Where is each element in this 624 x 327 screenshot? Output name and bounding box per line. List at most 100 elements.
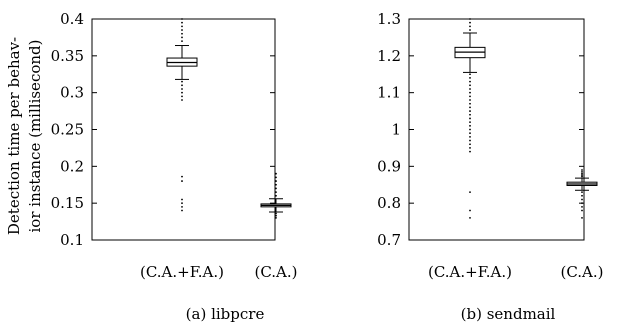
outlier-point [581,205,583,208]
outlier-point [275,194,277,197]
y-tick-label: 0.9 [377,157,401,175]
y-tick-label: 0.4 [60,10,84,28]
outlier-point [581,172,583,175]
boxes-libpcre [166,18,292,219]
outlier-point [469,102,471,105]
y-tick-label: 1.2 [377,47,401,65]
outlier-point [275,217,277,219]
outlier-point [181,84,183,87]
panel-sendmail: 0.7 0.8 0.9 1 1.1 1.2 1.3 (C.A.+F.A.) (C.A.) (… [377,10,603,323]
category-label-libpcre-0: (C.A.+F.A.) [140,263,224,281]
plot-frame-libpcre [91,18,276,241]
outlier-point [469,91,471,94]
box-libpcre-1 [260,172,292,219]
outlier-point [181,32,183,35]
outlier-point [469,95,471,98]
outlier-point [181,198,183,201]
outlier-point [181,25,183,28]
boxes-sendmail [454,18,598,219]
outlier-point [581,202,583,205]
outlier-point [469,150,471,153]
outlier-point [181,18,183,20]
y-tick-label: 0.8 [377,194,401,212]
outlier-point [275,180,277,182]
y-ticks-sendmail: 0.7 0.8 0.9 1 1.1 1.2 1.3 [377,10,584,249]
outlier-point [581,175,583,178]
outlier-point [469,88,471,90]
y-tick-label: 1 [391,121,401,139]
outlier-point [581,217,583,219]
y-axis-label-line-2: ior instance (millisecond) [26,40,44,233]
outlier-point [181,180,183,182]
outlier-point [469,84,471,87]
caption-sendmail: (b) sendmail [461,305,556,323]
outlier-point [275,214,277,217]
outlier-point [181,91,183,94]
outlier-point [469,77,471,79]
outlier-point [581,198,583,201]
outlier-point [275,212,277,215]
outlier-point [469,106,471,109]
outlier-point [581,191,583,194]
box-sendmail-0 [454,18,486,219]
outlier-point [469,99,471,101]
outlier-point [469,110,471,112]
outlier-point [581,209,583,212]
outlier-point [181,29,183,31]
outlier-point [275,187,277,190]
y-tick-label: 0.15 [51,194,84,212]
outlier-point [469,80,471,83]
outlier-point [181,175,183,178]
outlier-point [581,170,583,173]
outlier-point [469,191,471,194]
outlier-point [469,217,471,219]
y-tick-label: 1.3 [377,10,401,28]
outlier-point [469,143,471,146]
outlier-point [181,80,183,83]
y-tick-label: 0.25 [51,121,84,139]
outlier-point [469,209,471,212]
plot-frame-sendmail [408,18,585,241]
outlier-point [181,36,183,39]
outlier-point [469,139,471,142]
y-tick-label: 0.2 [60,157,84,175]
category-label-sendmail-0: (C.A.+F.A.) [428,263,512,281]
category-label-libpcre-1: (C.A.) [254,263,297,281]
box-libpcre-0 [166,18,198,212]
outlier-point [181,40,183,42]
outlier-point [275,172,277,175]
y-tick-label: 0.1 [60,231,84,249]
outlier-point [469,73,471,76]
y-axis-label-line-1: Detection time per behav- [5,37,23,235]
outlier-point [469,18,471,20]
outlier-point [581,174,583,177]
outlier-point [581,169,583,171]
outlier-point [469,128,471,131]
outlier-point [469,135,471,138]
y-tick-label: 0.3 [60,84,84,102]
outlier-point [469,29,471,31]
outlier-point [181,209,183,212]
outlier-point [469,21,471,24]
outlier-point [181,205,183,208]
outlier-point [275,191,277,194]
outlier-point [275,176,277,179]
outlier-point [181,95,183,98]
panel-libpcre: 0.1 0.15 0.2 0.25 0.3 0.35 0.4 (C.A.+F.A.) (C.… [51,10,298,323]
outlier-point [469,117,471,120]
outlier-point [469,113,471,116]
outlier-point [469,121,471,124]
category-label-sendmail-1: (C.A.) [560,263,603,281]
outlier-point [581,194,583,197]
outlier-point [469,124,471,127]
y-ticks-libpcre: 0.1 0.15 0.2 0.25 0.3 0.35 0.4 [51,10,275,249]
outlier-point [181,202,183,205]
y-tick-label: 0.7 [377,231,401,249]
caption-libpcre: (a) libpcre [186,305,265,323]
outlier-point [469,25,471,28]
outlier-point [181,88,183,90]
outlier-point [275,183,277,186]
outlier-point [181,99,183,101]
outlier-point [469,132,471,135]
